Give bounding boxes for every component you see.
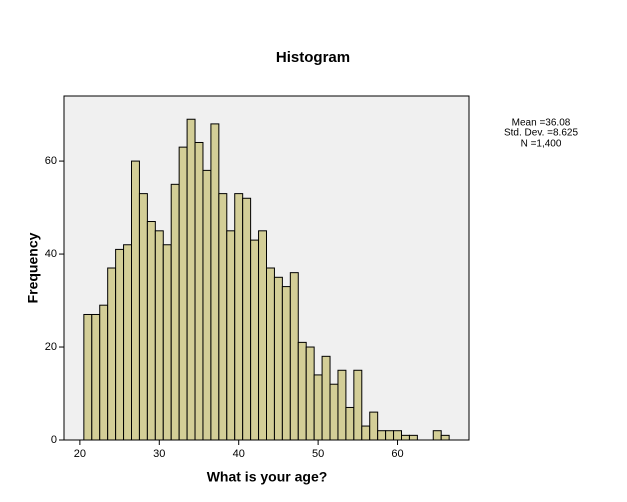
bar <box>353 369 363 441</box>
bar <box>401 434 410 441</box>
bar <box>107 267 117 441</box>
x-tick-label: 20 <box>74 448 86 460</box>
bar <box>281 286 291 441</box>
bar <box>202 169 212 441</box>
bar <box>138 193 148 441</box>
x-axis-label: What is your age? <box>207 469 328 485</box>
x-tick-label: 40 <box>233 448 245 460</box>
bar <box>186 118 196 441</box>
x-tick-label: 50 <box>312 448 324 460</box>
bar <box>337 369 347 441</box>
bar <box>194 141 204 441</box>
bar <box>369 411 379 441</box>
bar <box>385 430 395 441</box>
bar <box>432 430 442 441</box>
bar <box>154 230 164 441</box>
bar <box>440 434 450 441</box>
stat-n: N =1,400 <box>521 139 562 150</box>
bar <box>226 230 236 441</box>
bar <box>123 244 132 441</box>
bar <box>273 276 283 441</box>
bar <box>242 197 252 441</box>
bar <box>218 193 228 441</box>
bar <box>146 221 156 441</box>
bar <box>305 346 315 441</box>
bar <box>313 374 323 441</box>
bar <box>162 244 172 441</box>
y-tick-label: 40 <box>45 248 57 260</box>
stat-mean: Mean =36.08 <box>512 118 571 129</box>
bar <box>250 239 260 441</box>
bar <box>258 230 268 441</box>
bar <box>361 425 371 441</box>
bar <box>289 272 299 441</box>
bar <box>83 313 93 441</box>
bar <box>115 248 125 441</box>
bar <box>91 313 101 441</box>
y-tick-label: 60 <box>45 155 57 167</box>
bar <box>329 383 339 441</box>
bar <box>321 355 331 441</box>
bar <box>297 341 307 441</box>
y-tick-label: 0 <box>51 434 57 446</box>
bar <box>408 434 418 441</box>
stat-sd: Std. Dev. =8.625 <box>504 128 578 139</box>
bar <box>178 146 188 441</box>
bar <box>170 183 180 441</box>
bar <box>131 160 140 441</box>
x-tick-label: 60 <box>391 448 403 460</box>
bar <box>234 193 244 441</box>
bar <box>345 406 355 441</box>
y-axis-label: Frequency <box>25 232 41 303</box>
bar <box>210 123 220 441</box>
y-tick-label: 20 <box>45 341 57 353</box>
bar <box>99 304 109 441</box>
bar <box>377 430 387 441</box>
bar <box>266 267 275 441</box>
chart-title: Histogram <box>276 49 350 66</box>
x-tick-label: 30 <box>153 448 165 460</box>
bar <box>393 430 403 441</box>
